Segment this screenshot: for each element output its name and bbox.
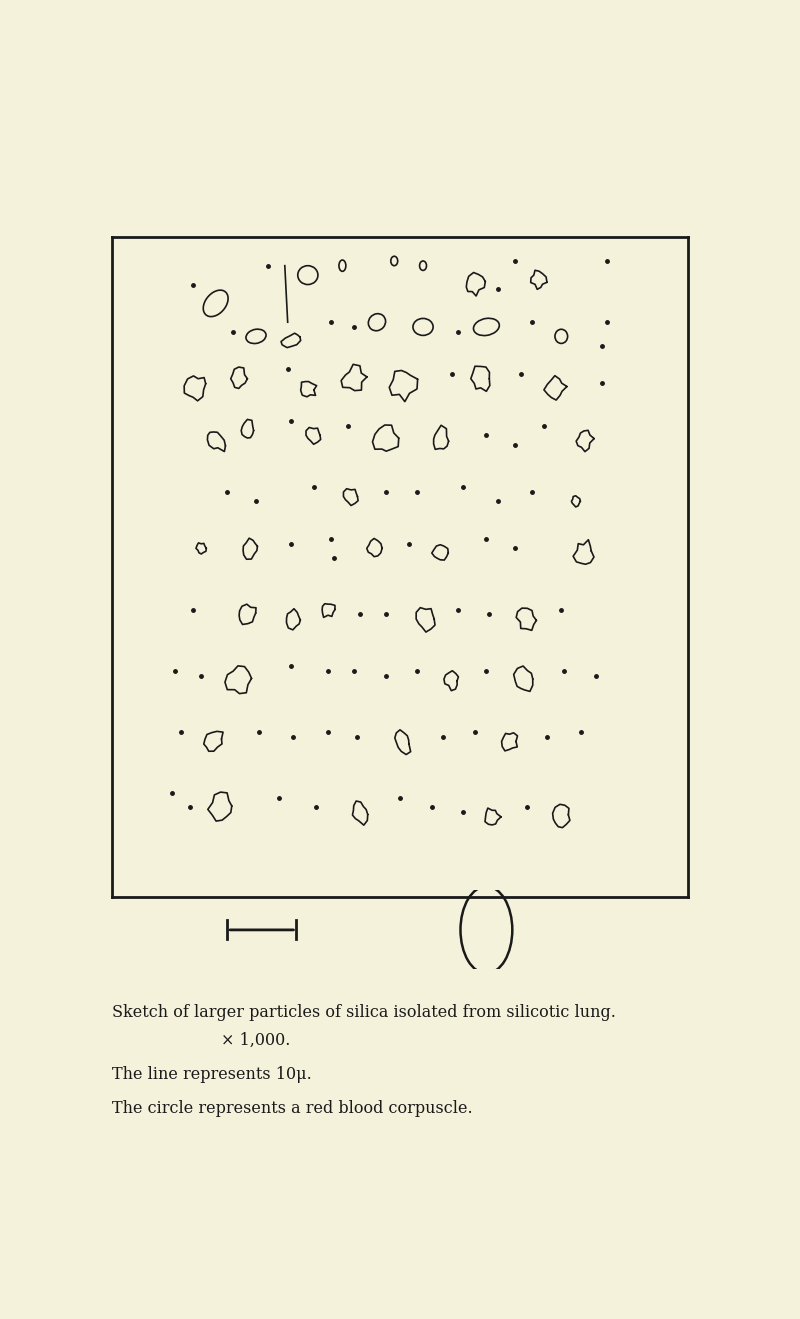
Text: × 1,000.: × 1,000. bbox=[221, 1031, 290, 1049]
Text: Sketch of larger particles of silica isolated from silicotic lung.: Sketch of larger particles of silica iso… bbox=[112, 1004, 616, 1021]
Text: The circle represents a red blood corpuscle.: The circle represents a red blood corpus… bbox=[112, 1100, 473, 1117]
Text: The line represents 10μ.: The line represents 10μ. bbox=[112, 1066, 312, 1083]
